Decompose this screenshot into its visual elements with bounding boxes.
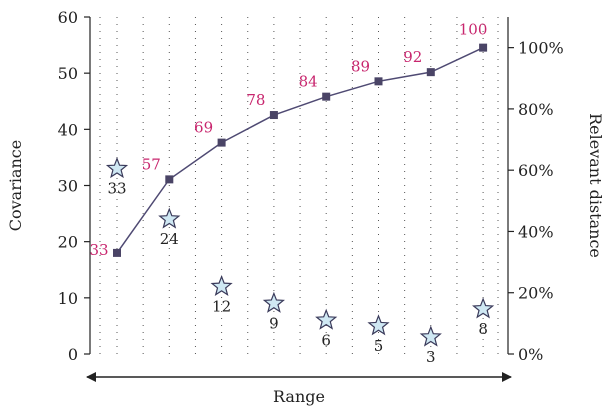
line-point [374, 77, 383, 86]
star-point [210, 274, 233, 297]
right-tick-label: 100% [518, 39, 564, 58]
star-data-label: 9 [269, 314, 279, 332]
star-data-label: 12 [212, 298, 231, 316]
line-data-label: 89 [351, 57, 370, 75]
star-point [367, 314, 390, 336]
left-tick-label: 60 [58, 8, 78, 27]
right-tick-label: 80% [518, 100, 554, 119]
left-tick-label: 20 [58, 233, 78, 252]
line-data-label: 69 [194, 119, 213, 137]
y2-axis-title: Relevant distance [586, 113, 604, 258]
x-axis-title: Range [273, 387, 325, 406]
star-data-label: 3 [426, 348, 436, 366]
star-data-label: 33 [107, 180, 126, 198]
axes: 0 10 20 30 40 50 60 0% 20% 40% 60% 80% 100% [58, 8, 564, 382]
star-data-label: 6 [321, 331, 331, 349]
y-axis-title: Covariance [6, 140, 25, 232]
star-point [419, 325, 442, 347]
grid-lines [99, 17, 499, 354]
right-tick-label: 60% [518, 161, 554, 180]
line-data-label: 84 [299, 73, 318, 91]
line-data-label: 78 [246, 91, 265, 109]
star-series: 33 24 12 9 6 5 3 8 [105, 156, 495, 366]
left-tick-label: 50 [58, 64, 78, 83]
left-tick-label: 0 [68, 345, 78, 364]
star-data-label: 24 [160, 230, 179, 248]
line-data-label: 33 [89, 241, 108, 259]
cumulative-series: 33 57 69 78 84 89 92 100 [89, 21, 487, 259]
line-data-label: 100 [459, 21, 488, 39]
line-point [217, 138, 226, 147]
star-point [105, 156, 129, 179]
right-tick-label: 40% [518, 222, 554, 241]
line-point [113, 248, 121, 257]
star-point [472, 297, 495, 319]
line-data-label: 92 [403, 48, 422, 66]
star-data-label: 5 [374, 337, 384, 355]
line-point [165, 175, 174, 184]
star-point [158, 207, 181, 229]
line-point [426, 68, 435, 77]
star-point [315, 308, 338, 330]
star-point [262, 291, 285, 313]
cumulative-line [116, 46, 484, 254]
line-point [479, 43, 488, 52]
line-point [269, 111, 278, 120]
right-tick-label: 20% [518, 284, 554, 303]
left-tick-label: 40 [58, 120, 78, 139]
left-tick-label: 10 [58, 289, 78, 308]
line-point [322, 92, 331, 101]
left-tick-label: 30 [58, 177, 78, 196]
star-data-label: 8 [478, 320, 488, 338]
line-data-label: 57 [142, 155, 161, 173]
right-tick-label: 0% [518, 345, 543, 364]
axis-titles: Covariance Relevant distance Range [6, 113, 604, 406]
